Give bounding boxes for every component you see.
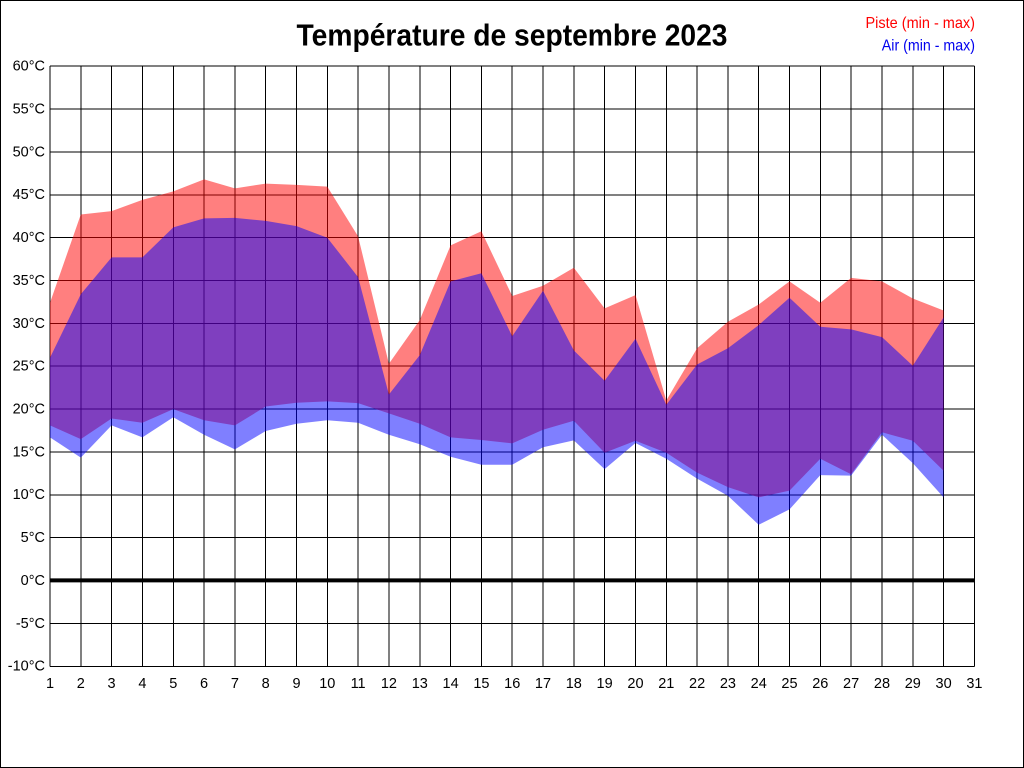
- svg-text:18: 18: [566, 676, 582, 692]
- svg-text:3: 3: [108, 676, 116, 692]
- svg-text:6: 6: [200, 676, 208, 692]
- svg-text:29: 29: [905, 676, 921, 692]
- svg-text:10°C: 10°C: [13, 487, 45, 503]
- svg-text:8: 8: [262, 676, 270, 692]
- svg-text:21: 21: [658, 676, 674, 692]
- svg-text:10: 10: [319, 676, 335, 692]
- svg-text:11: 11: [351, 676, 366, 692]
- svg-text:50°C: 50°C: [13, 144, 45, 160]
- svg-text:-10°C: -10°C: [8, 659, 45, 675]
- svg-text:22: 22: [689, 676, 705, 692]
- svg-text:Température de septembre 2023: Température de septembre 2023: [297, 18, 728, 53]
- svg-text:31: 31: [966, 676, 982, 692]
- svg-text:Air (min - max): Air (min - max): [882, 37, 975, 54]
- svg-text:19: 19: [597, 676, 613, 692]
- svg-text:20: 20: [627, 676, 643, 692]
- svg-text:23: 23: [720, 676, 736, 692]
- svg-text:45°C: 45°C: [13, 187, 45, 203]
- svg-text:55°C: 55°C: [13, 102, 45, 118]
- svg-text:30: 30: [936, 676, 952, 692]
- svg-text:12: 12: [381, 676, 397, 692]
- svg-text:Piste (min - max): Piste (min - max): [866, 15, 976, 32]
- svg-text:15: 15: [473, 676, 489, 692]
- svg-text:26: 26: [812, 676, 828, 692]
- svg-text:20°C: 20°C: [13, 402, 45, 418]
- svg-text:5°C: 5°C: [21, 530, 45, 546]
- svg-text:4: 4: [138, 676, 146, 692]
- svg-text:30°C: 30°C: [13, 316, 45, 332]
- svg-text:5: 5: [169, 676, 177, 692]
- svg-text:15°C: 15°C: [13, 444, 45, 460]
- svg-text:24: 24: [751, 676, 767, 692]
- svg-text:14: 14: [443, 676, 459, 692]
- svg-text:25°C: 25°C: [13, 359, 45, 375]
- svg-text:9: 9: [292, 676, 300, 692]
- svg-text:16: 16: [504, 676, 520, 692]
- svg-text:7: 7: [231, 676, 239, 692]
- svg-text:60°C: 60°C: [13, 59, 45, 75]
- svg-text:35°C: 35°C: [13, 273, 45, 289]
- svg-text:28: 28: [874, 676, 890, 692]
- svg-text:2: 2: [77, 676, 85, 692]
- svg-text:17: 17: [535, 676, 551, 692]
- svg-text:13: 13: [412, 676, 428, 692]
- svg-text:1: 1: [46, 676, 54, 692]
- svg-text:27: 27: [843, 676, 859, 692]
- svg-text:40°C: 40°C: [13, 230, 45, 246]
- svg-text:-5°C: -5°C: [16, 616, 45, 632]
- svg-text:0°C: 0°C: [21, 573, 45, 589]
- svg-text:25: 25: [781, 676, 797, 692]
